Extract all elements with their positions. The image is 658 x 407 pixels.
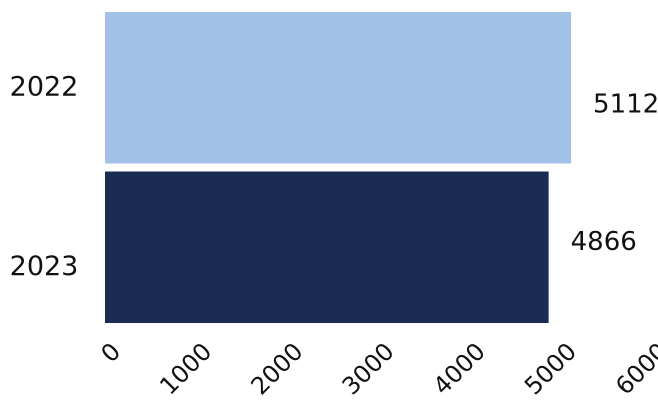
category-labels: 2022 2023: [10, 71, 79, 282]
x-axis-tick-labels: 0 1000 2000 3000 4000 5000 6000: [96, 337, 658, 400]
category-label-2022: 2022: [10, 71, 79, 102]
data-label-2022: 5112: [593, 89, 658, 119]
bar-2023: [105, 171, 549, 323]
x-tick-label-6000: 6000: [610, 337, 658, 400]
category-label-2023: 2023: [10, 251, 79, 282]
bars-group: [105, 12, 572, 323]
x-tick-label-4000: 4000: [428, 337, 491, 400]
x-tick-label-3000: 3000: [337, 337, 400, 400]
x-tick-label-2000: 2000: [246, 337, 309, 400]
bar-2022: [105, 12, 572, 164]
x-tick-label-5000: 5000: [519, 337, 582, 400]
data-label-2023: 4866: [571, 227, 637, 257]
value-labels: 5112 4866: [571, 89, 658, 257]
x-tick-label-1000: 1000: [154, 337, 217, 400]
x-tick-label-0: 0: [96, 337, 127, 368]
